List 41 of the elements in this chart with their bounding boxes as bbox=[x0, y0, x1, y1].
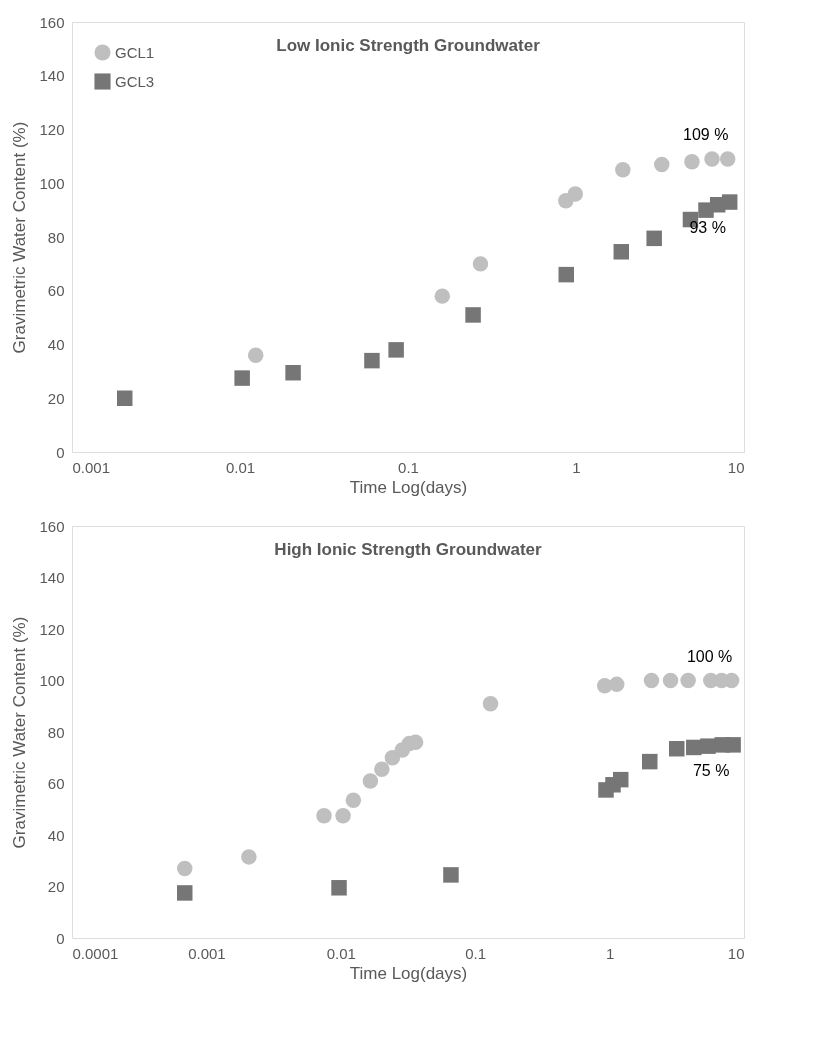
x-tick-label: 0.01 bbox=[225, 458, 256, 476]
y-axis-title: Gravimetric Water Content (%) bbox=[10, 616, 30, 849]
y-tick-label: 40 bbox=[47, 336, 65, 353]
x-tick-label: 0.0001 bbox=[72, 944, 119, 962]
y-tick-label: 80 bbox=[47, 228, 65, 246]
legend-label: GCL1 bbox=[115, 43, 155, 61]
annotation: 93 % bbox=[689, 219, 726, 237]
y-tick-label: 160 bbox=[39, 517, 65, 535]
y-axis-title: Gravimetric Water Content (%) bbox=[10, 121, 30, 354]
x-tick-label: 0.1 bbox=[398, 458, 419, 476]
y-tick-label: 0 bbox=[56, 443, 65, 461]
y-tick-label: 120 bbox=[39, 620, 65, 638]
annotation: 75 % bbox=[692, 761, 730, 779]
x-tick-label: 0.01 bbox=[326, 944, 356, 962]
y-tick-label: 60 bbox=[47, 282, 65, 300]
y-tick-label: 0 bbox=[56, 929, 65, 947]
x-tick-label: 0.001 bbox=[188, 944, 226, 962]
y-tick-label: 140 bbox=[39, 67, 65, 85]
y-tick-label: 80 bbox=[47, 723, 65, 741]
x-tick-label: 1 bbox=[605, 944, 615, 962]
x-tick-label: 1 bbox=[572, 458, 581, 476]
x-tick-label: 10 bbox=[727, 458, 745, 476]
y-tick-label: 20 bbox=[47, 389, 65, 407]
x-tick-label: 0.1 bbox=[465, 944, 487, 962]
x-axis-title: Time Log(days) bbox=[349, 963, 468, 983]
x-tick-label: 0.001 bbox=[72, 458, 111, 476]
annotation: 100 % bbox=[686, 647, 733, 665]
y-tick-label: 20 bbox=[47, 878, 65, 895]
annotation: 109 % bbox=[683, 126, 729, 144]
y-tick-label: 100 bbox=[39, 174, 65, 192]
y-tick-label: 120 bbox=[39, 121, 65, 138]
legend-label: GCL3 bbox=[115, 72, 155, 90]
y-tick-label: 40 bbox=[47, 826, 65, 844]
x-tick-label: 10 bbox=[727, 944, 745, 962]
text: Low Ionic Strength Groundwater bbox=[276, 36, 541, 55]
x-axis-title: Time Log(days) bbox=[349, 477, 468, 497]
y-tick-label: 60 bbox=[47, 775, 65, 792]
y-tick-label: 100 bbox=[39, 672, 65, 689]
y-tick-label: 160 bbox=[39, 13, 65, 31]
text: High Ionic Strength Groundwater bbox=[274, 540, 543, 559]
y-tick-label: 140 bbox=[39, 569, 65, 586]
